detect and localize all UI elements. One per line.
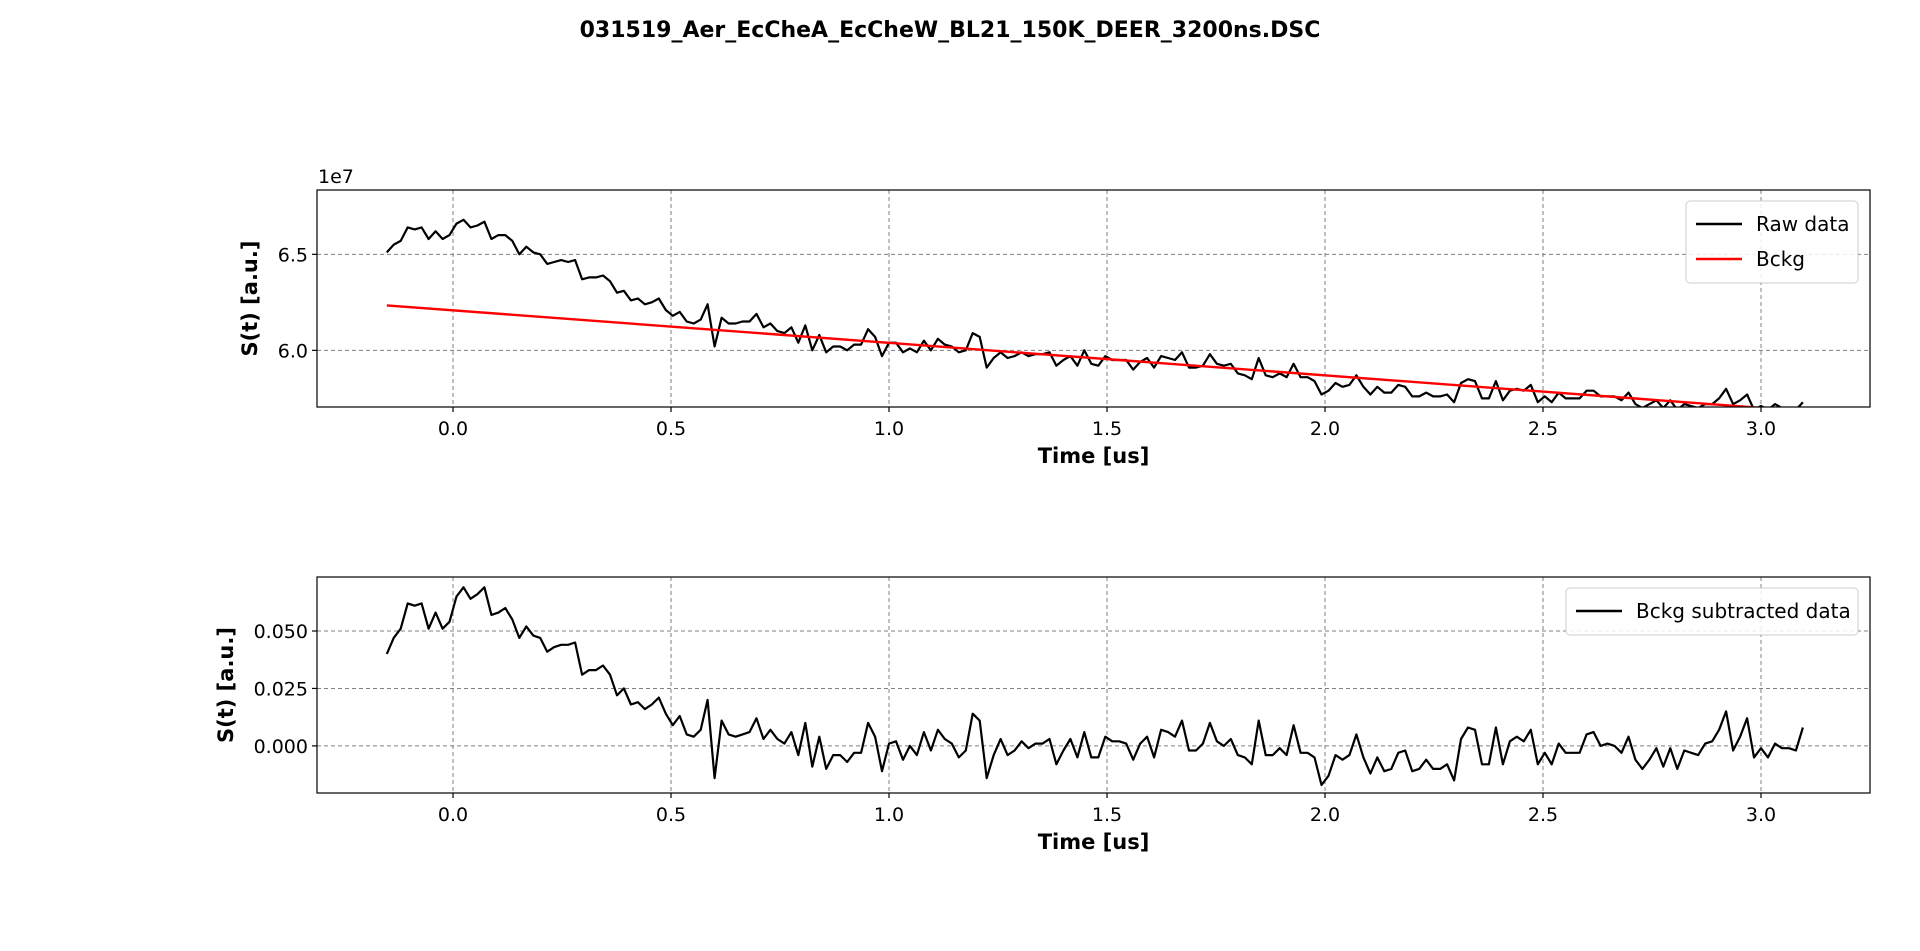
- axes-frame: [316, 189, 1871, 408]
- bottom-plot-bckg-subtracted: 0.0 0.5 1.0 1.5 2.0 2.5 3.0 0.000 0.025 0.050 Time…: [214, 576, 1871, 854]
- legend-box: [1565, 587, 1859, 636]
- series-line-raw-data: [385, 218, 1804, 407]
- legend: Bckg subtracted data: [1565, 587, 1859, 636]
- x-tick-label: 2.0: [1310, 418, 1340, 440]
- legend-label-bckg-subtracted-data: Bckg subtracted data: [1636, 599, 1851, 623]
- y-tick-label: 6.0: [278, 340, 308, 362]
- grid-lines: [317, 190, 1870, 407]
- axes-frame: [316, 576, 1871, 794]
- legend-label-raw-data: Raw data: [1756, 212, 1849, 236]
- y-tick-label: 0.025: [254, 678, 308, 700]
- series-line-bckg-subtracted-data: [385, 586, 1804, 787]
- x-tick-label: 2.5: [1528, 418, 1558, 440]
- legend-box: [1685, 200, 1859, 284]
- x-tick-label: 1.0: [874, 804, 904, 826]
- x-tick-label: 0.0: [438, 418, 468, 440]
- y-axis-offset-label: 1e7: [318, 166, 354, 188]
- y-axis-label: S(t) [a.u.]: [238, 241, 262, 357]
- x-tick-label: 2.5: [1528, 804, 1558, 826]
- x-tick-label: 2.0: [1310, 804, 1340, 826]
- x-tick-label: 3.0: [1746, 418, 1776, 440]
- x-tick-label: 3.0: [1746, 804, 1776, 826]
- y-axis-label: S(t) [a.u.]: [214, 627, 238, 743]
- legend: Raw data Bckg: [1685, 200, 1859, 284]
- x-tick-label: 1.0: [874, 418, 904, 440]
- x-tick-label: 0.0: [438, 804, 468, 826]
- y-tick-label: 0.050: [254, 621, 308, 643]
- x-tick-label: 1.5: [1092, 418, 1122, 440]
- series-line-bckg: [386, 304, 1766, 407]
- y-tick-label: 0.000: [254, 736, 308, 758]
- x-axis-label: Time [us]: [1038, 444, 1150, 468]
- top-plot-raw-data: 0.0 0.5 1.0 1.5 2.0 2.5 3.0 6.0 6.5 1e7 Time [us] S…: [238, 166, 1871, 468]
- x-axis-label: Time [us]: [1038, 830, 1150, 854]
- y-tick-label: 6.5: [278, 244, 308, 266]
- x-tick-label: 0.5: [656, 418, 686, 440]
- legend-label-bckg: Bckg: [1756, 247, 1805, 271]
- figure-title: 031519_Aer_EcCheA_EcCheW_BL21_150K_DEER_…: [580, 18, 1321, 43]
- x-tick-label: 1.5: [1092, 804, 1122, 826]
- x-tick-label: 0.5: [656, 804, 686, 826]
